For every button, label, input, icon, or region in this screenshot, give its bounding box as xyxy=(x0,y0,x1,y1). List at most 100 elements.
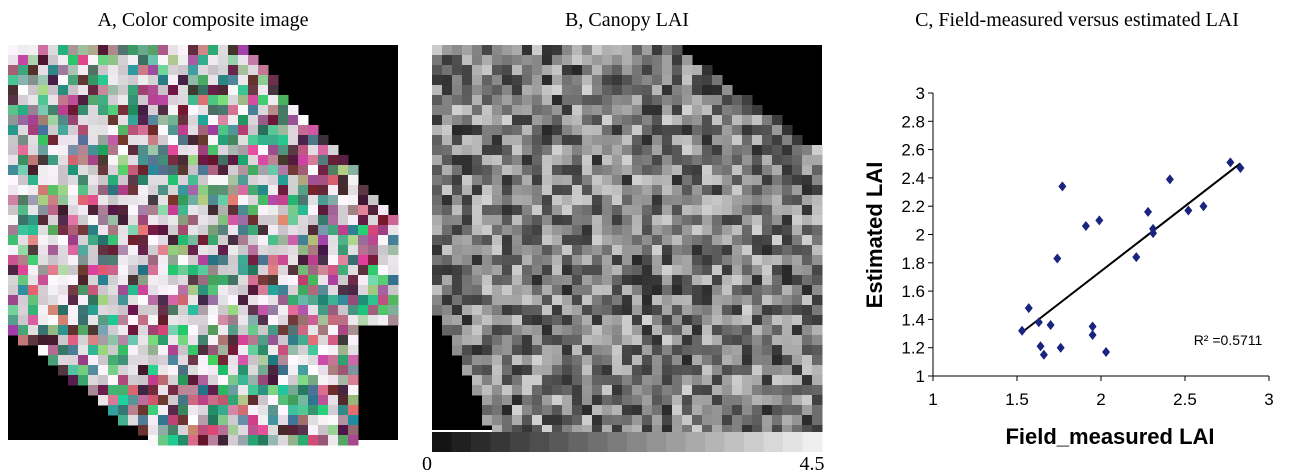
pixel xyxy=(208,105,219,116)
pixel xyxy=(782,295,793,306)
pixel xyxy=(762,145,773,156)
pixel xyxy=(602,345,613,356)
pixel xyxy=(178,415,189,426)
pixel xyxy=(642,55,653,66)
pixel xyxy=(98,365,109,376)
pixel xyxy=(762,125,773,136)
pixel xyxy=(482,195,493,206)
pixel xyxy=(762,285,773,296)
pixel xyxy=(572,325,583,336)
pixel xyxy=(98,225,109,236)
pixel xyxy=(68,255,79,266)
pixel xyxy=(552,355,563,366)
pixel xyxy=(28,45,39,56)
pixel xyxy=(542,105,553,116)
pixel xyxy=(602,55,613,66)
pixel xyxy=(482,325,493,336)
pixel xyxy=(522,65,533,76)
pixel xyxy=(218,135,229,146)
colorbar-label: 4.5 xyxy=(800,453,825,475)
pixel xyxy=(432,115,443,126)
pixel xyxy=(178,105,189,116)
pixel xyxy=(682,125,693,136)
pixel xyxy=(622,155,633,166)
pixel xyxy=(732,195,743,206)
pixel xyxy=(542,275,553,286)
pixel xyxy=(662,355,673,366)
pixel xyxy=(18,235,29,246)
pixel xyxy=(88,305,99,316)
pixel xyxy=(772,205,783,216)
pixel xyxy=(712,355,723,366)
pixel xyxy=(368,265,379,276)
pixel xyxy=(712,265,723,276)
pixel xyxy=(138,125,149,136)
pixel xyxy=(432,155,443,166)
pixel xyxy=(792,245,803,256)
pixel xyxy=(288,235,299,246)
pixel xyxy=(462,115,473,126)
pixel xyxy=(248,355,259,366)
pixel xyxy=(268,385,279,396)
pixel xyxy=(622,305,633,316)
pixel xyxy=(472,215,483,226)
pixel xyxy=(18,55,29,66)
pixel xyxy=(28,205,39,216)
pixel xyxy=(662,295,673,306)
colorbar-step xyxy=(705,432,725,452)
pixel xyxy=(178,385,189,396)
pixel xyxy=(348,225,359,236)
pixel xyxy=(642,45,653,56)
pixel xyxy=(482,245,493,256)
pixel xyxy=(642,365,653,376)
pixel xyxy=(278,375,289,386)
pixel xyxy=(178,405,189,416)
pixel xyxy=(308,215,319,226)
pixel xyxy=(188,75,199,86)
pixel xyxy=(308,265,319,276)
pixel xyxy=(38,295,49,306)
pixel xyxy=(452,315,463,326)
pixel xyxy=(602,155,613,166)
pixel xyxy=(278,435,289,446)
pixel xyxy=(722,335,733,346)
pixel xyxy=(712,85,723,96)
pixel xyxy=(338,285,349,296)
pixel xyxy=(238,305,249,316)
pixel xyxy=(482,405,493,416)
pixel xyxy=(612,245,623,256)
pixel xyxy=(378,265,389,276)
pixel xyxy=(38,325,49,336)
colorbar-step xyxy=(783,432,803,452)
pixel xyxy=(128,305,139,316)
pixel xyxy=(268,405,279,416)
pixel xyxy=(328,225,339,236)
pixel xyxy=(462,275,473,286)
pixel xyxy=(348,335,359,346)
pixel xyxy=(28,155,39,166)
pixel xyxy=(682,215,693,226)
pixel xyxy=(288,265,299,276)
pixel xyxy=(168,285,179,296)
pixel xyxy=(592,385,603,396)
pixel xyxy=(38,285,49,296)
pixel xyxy=(792,385,803,396)
pixel xyxy=(552,375,563,386)
pixel xyxy=(138,385,149,396)
pixel xyxy=(452,335,463,346)
pixel xyxy=(672,325,683,336)
pixel xyxy=(18,115,29,126)
pixel xyxy=(702,315,713,326)
pixel xyxy=(582,175,593,186)
pixel xyxy=(388,255,399,266)
pixel xyxy=(652,145,663,156)
pixel xyxy=(462,225,473,236)
pixel xyxy=(128,415,139,426)
pixel xyxy=(542,385,553,396)
pixel xyxy=(432,125,443,136)
pixel xyxy=(288,335,299,346)
pixel xyxy=(652,115,663,126)
pixel xyxy=(502,95,513,106)
pixel xyxy=(8,275,19,286)
point xyxy=(1095,215,1104,226)
